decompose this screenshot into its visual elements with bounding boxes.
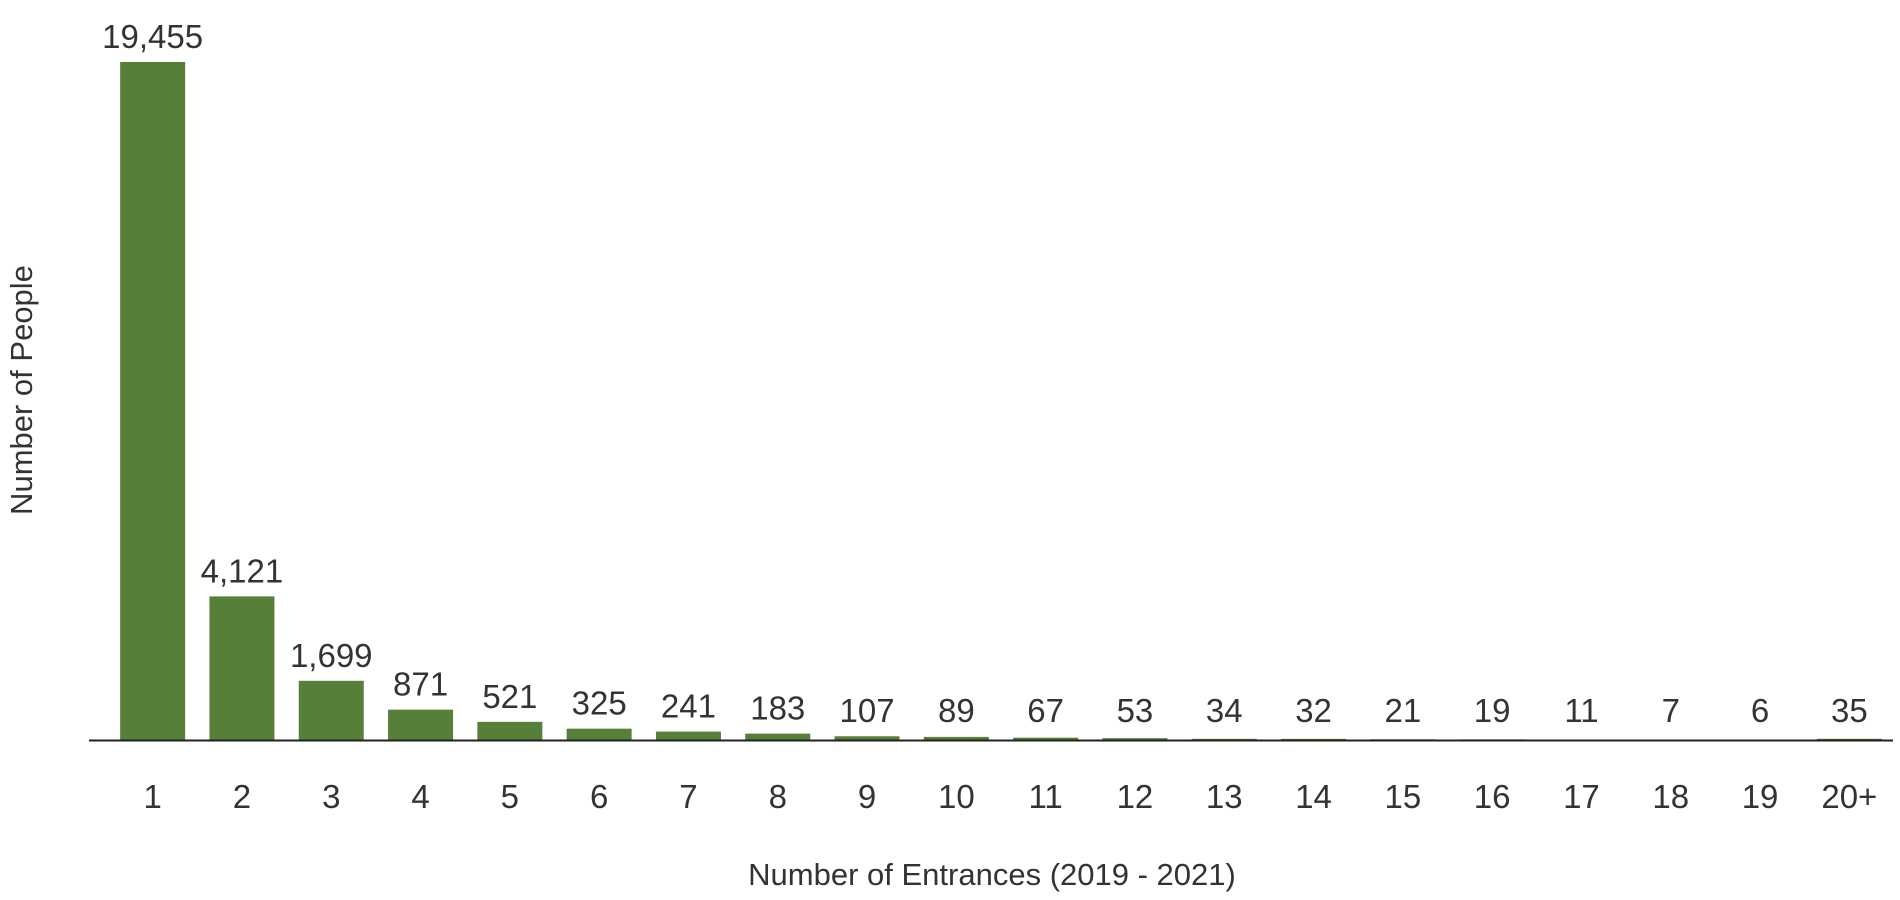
bar-5 xyxy=(477,721,543,740)
x-tick-label-16: 16 xyxy=(1474,778,1511,815)
bar-3 xyxy=(298,680,364,740)
x-tick-label-18: 18 xyxy=(1652,778,1689,815)
value-label-17: 11 xyxy=(1564,692,1598,729)
x-tick-labels-layer: 1 2 3 4 5 6 7 8 9 10 11 12 13 14 15 16 17 18 19 20+ xyxy=(143,778,1877,815)
bar-20+ xyxy=(1816,738,1882,740)
x-tick-label-14: 14 xyxy=(1295,778,1332,815)
bar-10 xyxy=(923,736,989,740)
value-label-18: 7 xyxy=(1662,692,1680,729)
value-label-12: 53 xyxy=(1117,692,1154,729)
bar-11 xyxy=(1013,737,1079,740)
value-label-1: 19,455 xyxy=(102,18,203,55)
x-tick-label-12: 12 xyxy=(1117,778,1154,815)
value-label-13: 34 xyxy=(1206,692,1243,729)
x-tick-label-10: 10 xyxy=(938,778,975,815)
bar-13 xyxy=(1191,738,1257,740)
bar-4 xyxy=(388,709,454,740)
bar-9 xyxy=(834,736,900,740)
value-label-6: 325 xyxy=(572,685,627,722)
x-tick-label-5: 5 xyxy=(501,778,519,815)
x-axis-title: Number of Entrances (2019 - 2021) xyxy=(748,857,1236,892)
value-label-2: 4,121 xyxy=(201,552,284,589)
x-tick-label-4: 4 xyxy=(411,778,429,815)
x-tick-label-1: 1 xyxy=(143,778,161,815)
value-label-3: 1,699 xyxy=(290,637,373,674)
bar-12 xyxy=(1102,738,1168,740)
bar-6 xyxy=(566,728,632,740)
bar-8 xyxy=(745,733,811,740)
bar-2 xyxy=(209,596,275,740)
bar-14 xyxy=(1281,738,1347,740)
bars-layer xyxy=(120,62,1882,740)
x-tick-label-17: 17 xyxy=(1563,778,1600,815)
x-tick-label-9: 9 xyxy=(858,778,876,815)
x-tick-label-6: 6 xyxy=(590,778,608,815)
x-tick-label-15: 15 xyxy=(1384,778,1421,815)
x-tick-label-7: 7 xyxy=(679,778,697,815)
value-label-9: 107 xyxy=(840,692,895,729)
value-label-15: 21 xyxy=(1384,692,1421,729)
value-label-10: 89 xyxy=(938,692,975,729)
value-label-20+: 35 xyxy=(1831,692,1868,729)
y-axis-title: Number of People xyxy=(4,265,39,515)
value-label-8: 183 xyxy=(750,690,805,727)
value-label-19: 6 xyxy=(1751,692,1769,729)
value-label-5: 521 xyxy=(482,678,537,715)
value-label-4: 871 xyxy=(393,666,448,703)
bar-1 xyxy=(120,62,186,740)
value-label-7: 241 xyxy=(661,688,716,725)
value-label-14: 32 xyxy=(1295,692,1332,729)
x-tick-label-8: 8 xyxy=(769,778,787,815)
x-tick-label-3: 3 xyxy=(322,778,340,815)
value-label-16: 19 xyxy=(1474,692,1511,729)
x-tick-label-20+: 20+ xyxy=(1821,778,1877,815)
x-tick-label-2: 2 xyxy=(233,778,251,815)
x-tick-label-13: 13 xyxy=(1206,778,1243,815)
x-tick-label-19: 19 xyxy=(1742,778,1779,815)
x-tick-label-11: 11 xyxy=(1029,778,1063,815)
value-label-11: 67 xyxy=(1027,692,1064,729)
bar-7 xyxy=(655,731,721,740)
